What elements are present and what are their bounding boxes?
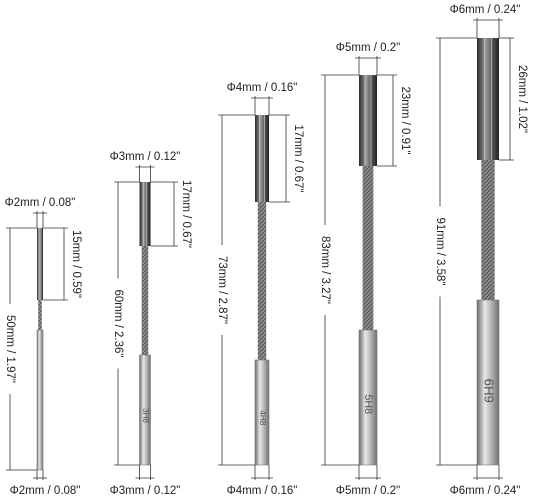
flutes [255,115,269,202]
neck [481,160,495,300]
marking: 5H8 [362,394,374,414]
top-diameter: Φ5mm / 0.2" [336,42,400,54]
total-length: 50mm / 1.97" [4,315,16,383]
total-length: 83mm / 3.27" [319,236,331,304]
flutes [477,38,499,160]
flutes [359,75,377,166]
total-length: 91mm / 3.58" [434,217,446,285]
shank [36,329,44,471]
flute-length: 17mm / 0.67" [292,124,304,192]
flute-length: 23mm / 0.91" [399,86,411,154]
total-length: 60mm / 2.36" [112,289,124,357]
bottom-diameter: Φ6mm / 0.24" [450,485,521,497]
total-length: 73mm / 2.87" [216,256,228,324]
flute-length: 15mm / 0.59" [70,230,82,298]
top-diameter: Φ2mm / 0.08" [5,197,76,209]
label-bg [433,206,447,297]
top-diameter: Φ3mm / 0.12" [110,151,181,163]
neck [38,300,42,330]
bottom-diameter: Φ2mm / 0.08" [10,485,81,497]
flutes [37,228,43,300]
label-bg [215,245,229,335]
marking: 6H9 [482,379,497,403]
neck [362,166,374,330]
bottom-diameter: Φ5mm / 0.2" [336,485,400,497]
marking: 3H8 [141,408,150,423]
neck [141,246,149,355]
flute-length: 26mm / 1.02" [516,65,528,133]
bottom-diameter: Φ3mm / 0.12" [110,485,181,497]
bottom-diameter: Φ4mm / 0.16" [227,485,298,497]
neck [257,202,267,360]
flute-length: 17mm / 0.67" [180,180,192,248]
top-diameter: Φ4mm / 0.16" [227,82,298,94]
flutes [139,182,151,246]
marking: 4H8 [258,410,268,426]
label-bg [318,225,332,315]
label-bg [3,304,17,394]
top-diameter: Φ6mm / 0.24" [450,4,521,16]
label-bg [111,278,125,369]
